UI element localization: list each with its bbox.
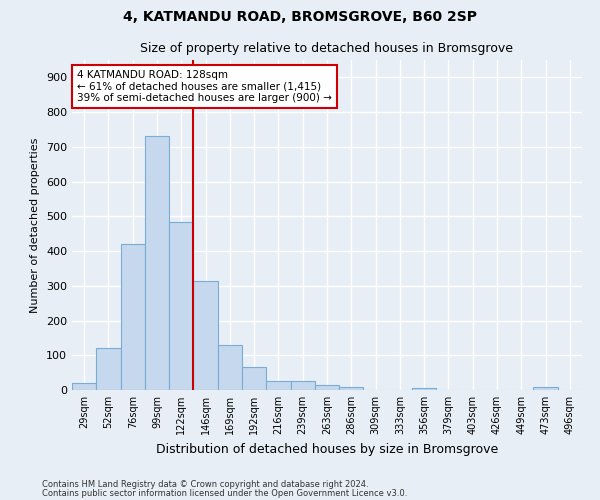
Bar xyxy=(169,222,193,390)
Bar xyxy=(145,136,169,390)
Bar xyxy=(412,388,436,390)
Text: 4, KATMANDU ROAD, BROMSGROVE, B60 2SP: 4, KATMANDU ROAD, BROMSGROVE, B60 2SP xyxy=(123,10,477,24)
X-axis label: Distribution of detached houses by size in Bromsgrove: Distribution of detached houses by size … xyxy=(156,442,498,456)
Bar xyxy=(315,385,339,390)
Bar xyxy=(121,244,145,390)
Bar xyxy=(242,368,266,390)
Text: Contains public sector information licensed under the Open Government Licence v3: Contains public sector information licen… xyxy=(42,488,407,498)
Title: Size of property relative to detached houses in Bromsgrove: Size of property relative to detached ho… xyxy=(140,42,514,54)
Bar xyxy=(339,387,364,390)
Bar xyxy=(290,382,315,390)
Text: 4 KATMANDU ROAD: 128sqm
← 61% of detached houses are smaller (1,415)
39% of semi: 4 KATMANDU ROAD: 128sqm ← 61% of detache… xyxy=(77,70,332,103)
Y-axis label: Number of detached properties: Number of detached properties xyxy=(31,138,40,312)
Bar xyxy=(72,383,96,390)
Bar xyxy=(193,280,218,390)
Bar xyxy=(533,387,558,390)
Bar xyxy=(266,382,290,390)
Text: Contains HM Land Registry data © Crown copyright and database right 2024.: Contains HM Land Registry data © Crown c… xyxy=(42,480,368,489)
Bar xyxy=(96,348,121,390)
Bar xyxy=(218,345,242,390)
